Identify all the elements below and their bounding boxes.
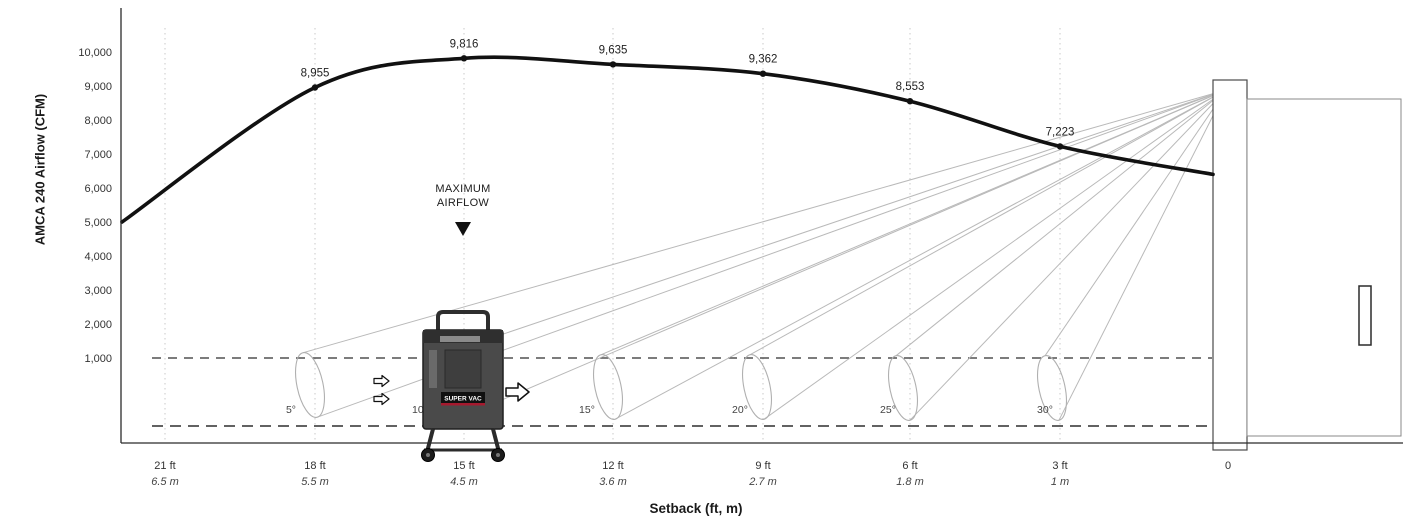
smoke-ejector-machine: SUPER VAC — [421, 310, 505, 462]
y-tick-label: 7,000 — [84, 149, 112, 161]
doorway-column — [1212, 79, 1248, 451]
building-outline — [1246, 98, 1402, 437]
data-point — [460, 55, 468, 62]
airflow-arrow-icon — [373, 374, 390, 388]
machine-logo-text: SUPER VAC — [444, 396, 482, 403]
y-tick-label: 5,000 — [84, 217, 112, 229]
gridlines — [164, 28, 1061, 443]
y-tick-label: 1,000 — [84, 353, 112, 365]
data-point — [906, 98, 914, 105]
x-tick-m-label: 1.8 m — [896, 476, 924, 488]
airflow-curve-path — [120, 55, 1215, 224]
y-axis-title: AMCA 240 Airflow (CFM) — [32, 93, 48, 246]
y-tick-label: 3,000 — [84, 285, 112, 297]
annotation-line1: MAXIMUM — [435, 183, 490, 195]
machine-vent — [440, 336, 480, 342]
y-tick-labels: 1,000 2,000 3,000 4,000 5,000 6,000 7,000 8,000… — [78, 47, 112, 365]
angle-label: 15° — [579, 404, 595, 416]
cone-upper-line — [600, 89, 1227, 356]
machine-logo-red-stripe — [441, 403, 485, 406]
x-tick-ft-label: 3 ft — [1052, 460, 1067, 472]
x-category-labels: 21 ft 6.5 m 18 ft 5.5 m 15 ft 4.5 m 12 ft 3.6 m… — [151, 460, 1231, 488]
x-tick-ft-label: 6 ft — [902, 460, 917, 472]
annotation-line2: AIRFLOW — [437, 197, 490, 209]
cone-lower-line — [909, 89, 1227, 421]
airflow-arrow-icon — [505, 382, 530, 402]
max-airflow-annotation: MAXIMUM AIRFLOW — [435, 183, 490, 236]
cone-upper-line — [444, 89, 1227, 355]
x-tick-m-label: 3.6 m — [599, 476, 627, 488]
y-tick-label: 4,000 — [84, 251, 112, 263]
x-tick-m-label: 6.5 m — [151, 476, 179, 488]
machine-logo-plate — [441, 392, 485, 403]
y-tick-label: 8,000 — [84, 115, 112, 127]
cone-ellipse — [742, 354, 772, 420]
angle-label: 30° — [1037, 404, 1053, 416]
airflow-curve — [120, 55, 1215, 224]
data-point-label: 9,362 — [749, 54, 778, 66]
down-triangle-icon — [455, 222, 471, 236]
y-tick-label: 6,000 — [84, 183, 112, 195]
airflow-arrow-icon — [373, 392, 390, 406]
cone-ellipse — [593, 354, 623, 420]
y-tick-label: 10,000 — [78, 47, 112, 59]
machine-wheel-hub-left — [426, 453, 430, 457]
angle-label: 5° — [286, 404, 296, 416]
machine-wheel-hub-right — [496, 453, 500, 457]
axes — [120, 8, 1403, 444]
data-point-label: 7,223 — [1046, 126, 1075, 138]
door-handle — [1358, 285, 1372, 346]
y-tick-label: 9,000 — [84, 81, 112, 93]
x-tick-m-label: 4.5 m — [450, 476, 478, 488]
data-point-label: 9,635 — [599, 44, 628, 56]
x-tick-ft-label: 15 ft — [453, 460, 474, 472]
machine-panel — [444, 349, 482, 389]
data-point-label: 8,553 — [896, 81, 925, 93]
x-tick-ft-label: 12 ft — [602, 460, 623, 472]
cone-upper-line — [749, 89, 1227, 356]
cone-lower-line — [763, 89, 1227, 420]
data-point — [311, 84, 319, 91]
data-point — [609, 61, 617, 68]
data-point — [1056, 143, 1064, 150]
x-tick-ft-label: 0 — [1225, 460, 1231, 472]
doorway-and-building — [1212, 79, 1402, 451]
airflow-direction-arrows — [373, 374, 530, 406]
cone-lower-line — [1058, 89, 1227, 421]
cone-lower-line — [614, 89, 1227, 420]
cone-ellipse — [888, 355, 918, 421]
dashed-throw-guides — [152, 357, 1212, 427]
x-axis-title: Setback (ft, m) — [649, 501, 743, 516]
angle-label: 20° — [732, 404, 748, 416]
machine-side-strip — [429, 350, 437, 388]
machine-handle — [436, 310, 490, 331]
cone-ellipse — [295, 352, 325, 418]
cone-lower-line — [458, 89, 1227, 419]
x-tick-m-label: 2.7 m — [748, 476, 777, 488]
cone-upper-line — [1044, 89, 1227, 356]
angle-label: 25° — [880, 404, 896, 416]
x-tick-ft-label: 9 ft — [755, 460, 770, 472]
x-tick-ft-label: 18 ft — [304, 460, 325, 472]
data-point-labels: 8,955 9,816 9,635 9,362 8,553 7,223 — [301, 38, 1075, 150]
x-tick-ft-label: 21 ft — [154, 460, 175, 472]
data-point-label: 8,955 — [301, 68, 330, 80]
cone-ellipse — [1037, 355, 1067, 421]
y-tick-label: 2,000 — [84, 319, 112, 331]
data-point-label: 9,816 — [450, 38, 479, 50]
x-tick-m-label: 1 m — [1051, 476, 1069, 488]
cone-upper-line — [895, 89, 1227, 357]
data-point — [759, 70, 767, 77]
x-tick-m-label: 5.5 m — [301, 476, 329, 488]
cone-upper-line — [302, 89, 1227, 354]
